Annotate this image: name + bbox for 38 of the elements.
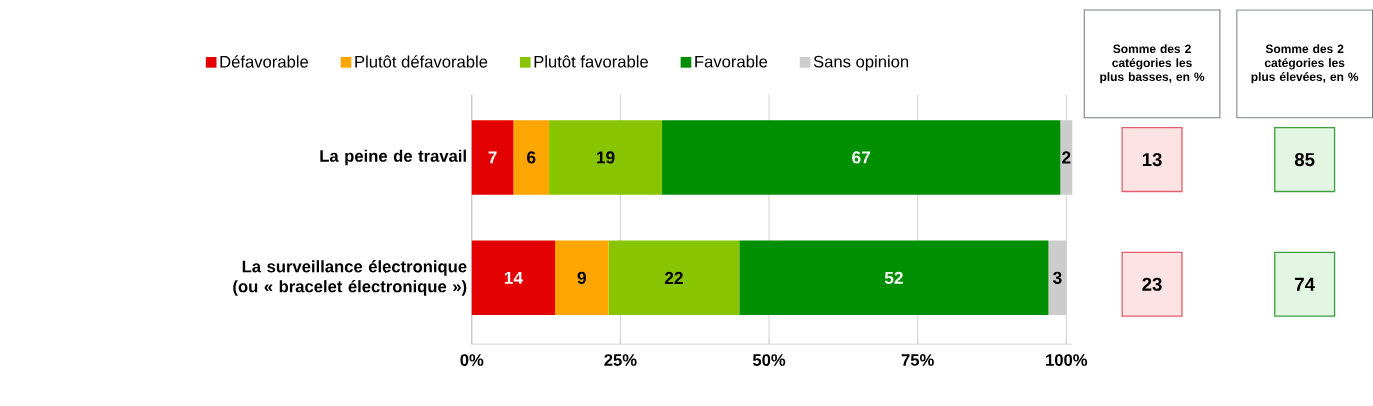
bar <box>739 240 1049 316</box>
data-label: 22 <box>664 271 683 284</box>
bar <box>662 120 1061 195</box>
data-label: 14 <box>504 271 523 284</box>
bar <box>513 120 550 195</box>
bar <box>471 120 514 195</box>
bar <box>1060 120 1073 195</box>
data-label: 7 <box>488 151 497 164</box>
bar <box>608 240 740 316</box>
legend-label: Sans opinion <box>813 55 909 71</box>
legend-label: Plutôt défavorable <box>355 55 488 68</box>
text: 23 <box>1142 277 1162 291</box>
bar <box>555 240 609 316</box>
x-tick-label: 25% <box>604 354 637 366</box>
text: Somme des 2 catégories les plus basses, en % <box>1100 44 1205 84</box>
legend-label: Plutôt favorable <box>534 55 648 68</box>
x-tick-label: 0% <box>460 354 484 366</box>
y-tick-label: La peine de travail <box>320 149 466 166</box>
text: Somme des 2 catégories les plus élevées, en % <box>1251 44 1359 84</box>
bar <box>1048 240 1067 316</box>
text: 13 <box>1142 152 1162 167</box>
bar <box>549 120 663 195</box>
bar <box>471 240 556 316</box>
legend-label: Favorable <box>695 55 768 68</box>
x-tick-label: 50% <box>752 354 786 366</box>
text: 85 <box>1294 153 1315 167</box>
legend-label: Défavorable <box>220 55 309 68</box>
data-label: 3 <box>1052 271 1062 284</box>
data-label: 67 <box>852 151 871 164</box>
data-label: 2 <box>1062 151 1071 164</box>
data-label: 52 <box>884 271 903 284</box>
data-label: 9 <box>577 271 586 284</box>
y-tick-label: La surveillance électronique (ou « bracelet électronique ») <box>233 260 467 296</box>
x-tick-label: 75% <box>901 354 934 366</box>
text: 74 <box>1295 277 1315 291</box>
data-label: 19 <box>597 151 615 164</box>
data-label: 6 <box>527 151 536 164</box>
x-tick-label: 100% <box>1046 354 1088 366</box>
